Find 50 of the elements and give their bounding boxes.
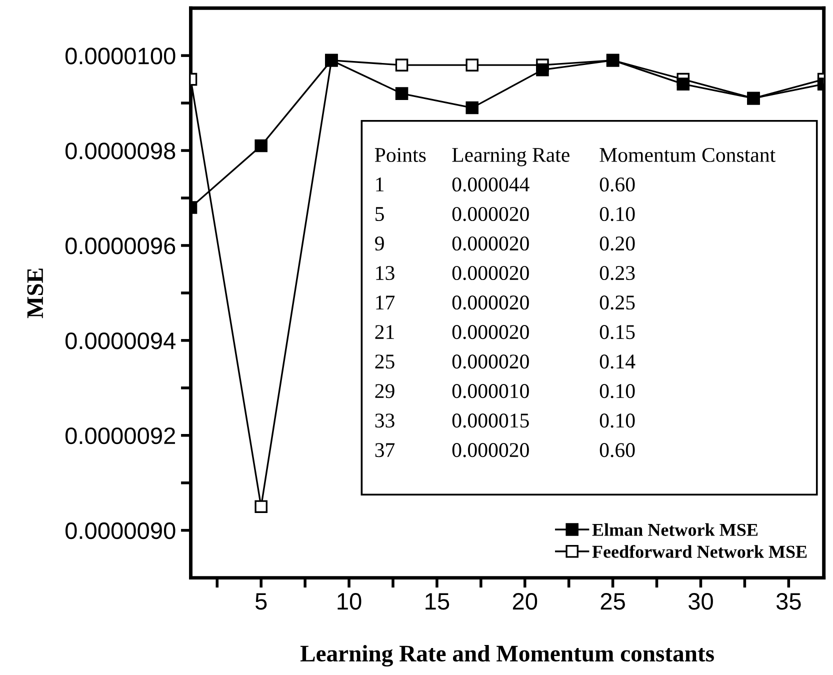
annotation: 0.60 xyxy=(600,443,635,458)
y-tick-label: 0.0000098 xyxy=(65,142,176,160)
annotation: Points xyxy=(374,148,426,162)
y-tick-label: 0.0000090 xyxy=(65,522,176,540)
annotation: 17 xyxy=(376,296,395,310)
annotation: 0.000020 xyxy=(452,443,529,458)
legend-label: Feedforward Network MSE xyxy=(592,544,807,558)
x-tick-label: 30 xyxy=(688,593,713,610)
x-tick-label: 20 xyxy=(512,593,538,610)
y-tick-label: 0.0000092 xyxy=(65,427,175,444)
y-tick-label: 0.0000094 xyxy=(65,332,176,350)
annotation: 5 xyxy=(376,207,384,222)
annotation: 33 xyxy=(375,414,394,428)
annotation: 0.000020 xyxy=(452,354,529,369)
x-tick-label: 15 xyxy=(426,593,450,610)
annotation: 0.23 xyxy=(600,266,635,280)
annotation: 1 xyxy=(376,178,384,192)
x-tick-label: 5 xyxy=(255,593,267,610)
annotation: 25 xyxy=(375,354,394,369)
annotation: 0.10 xyxy=(600,414,635,428)
annotation: 21 xyxy=(375,325,394,339)
x-tick-label: 10 xyxy=(338,593,362,610)
annotation: Learning Rate xyxy=(452,148,570,166)
annotation: 0.000020 xyxy=(452,266,529,280)
annotation: 29 xyxy=(375,384,394,398)
annotation: 0.10 xyxy=(600,206,635,222)
annotation: Momentum Constant xyxy=(600,148,776,162)
annotation: 9 xyxy=(375,236,384,251)
annotation: 0.000020 xyxy=(452,296,529,310)
annotation: 0.000020 xyxy=(452,206,529,222)
annotation: 0.25 xyxy=(600,296,635,310)
y-axis-title: MSE xyxy=(27,268,44,318)
y-tick-label: 0.0000096 xyxy=(65,238,176,254)
annotation: 0.000044 xyxy=(452,177,530,192)
x-axis-title: Learning Rate and Momentum constants xyxy=(300,644,714,667)
annotation: 0.60 xyxy=(600,177,635,192)
annotation: 0.14 xyxy=(600,354,636,369)
legend-label: Elman Network MSE xyxy=(592,523,758,536)
annotation: 0.000010 xyxy=(452,384,529,398)
annotation: 37 xyxy=(375,443,395,458)
annotation: 0.15 xyxy=(600,325,635,340)
annotation: 0.10 xyxy=(600,384,635,398)
annotation: 0.20 xyxy=(600,236,635,251)
y-tick-label: 0.0000100 xyxy=(65,48,176,64)
annotation: 0.000020 xyxy=(452,325,529,340)
annotation: 0.000015 xyxy=(452,414,529,428)
annotation: 13 xyxy=(376,266,394,280)
x-tick-label: 25 xyxy=(600,593,625,610)
x-tick-label: 35 xyxy=(776,593,801,610)
annotation: 0.000020 xyxy=(452,236,529,251)
